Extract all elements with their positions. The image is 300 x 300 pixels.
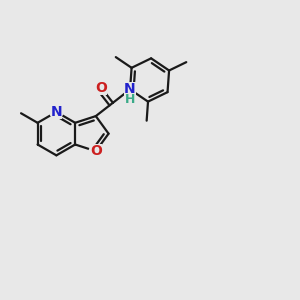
- Circle shape: [50, 105, 63, 119]
- Text: O: O: [95, 81, 107, 95]
- Circle shape: [124, 83, 136, 95]
- Circle shape: [95, 81, 108, 94]
- Text: H: H: [125, 93, 135, 106]
- Circle shape: [89, 145, 102, 158]
- Text: O: O: [90, 144, 102, 158]
- Text: N: N: [51, 105, 62, 119]
- Text: N: N: [124, 82, 136, 97]
